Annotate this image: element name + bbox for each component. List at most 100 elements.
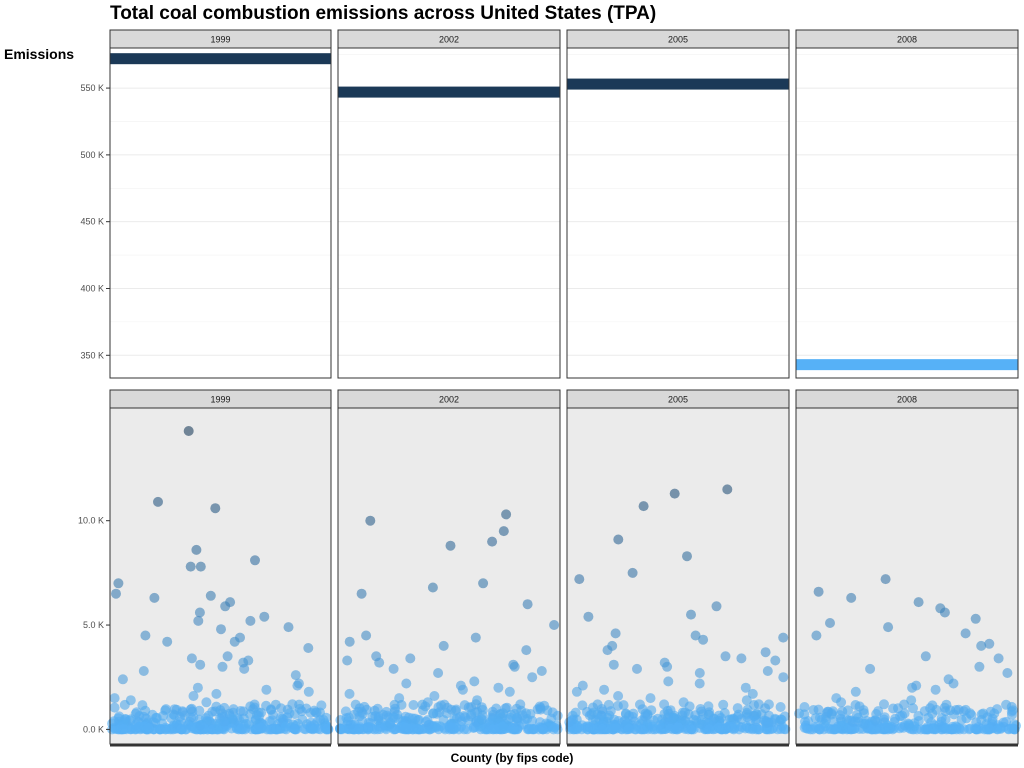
point xyxy=(493,682,504,693)
point xyxy=(836,697,847,708)
point xyxy=(761,717,772,728)
point xyxy=(722,484,733,495)
facet-label-bottom-2008: 2008 xyxy=(897,395,917,405)
point xyxy=(623,724,634,735)
point xyxy=(264,716,275,727)
point xyxy=(763,699,774,710)
point xyxy=(166,713,177,724)
point xyxy=(895,711,906,722)
point xyxy=(883,622,894,633)
point xyxy=(939,607,950,618)
point xyxy=(109,702,120,713)
point xyxy=(564,717,575,728)
point xyxy=(421,716,431,727)
point xyxy=(477,714,488,725)
panel-background-bottom-2002 xyxy=(338,408,560,744)
facet-label-top-2005: 2005 xyxy=(668,35,688,45)
point xyxy=(261,684,272,695)
point xyxy=(188,691,199,701)
facet-label-top-1999: 1999 xyxy=(210,35,230,45)
point xyxy=(361,630,372,641)
point xyxy=(976,640,987,651)
point xyxy=(1001,699,1012,710)
facet-label-top-2002: 2002 xyxy=(439,35,459,45)
y-tick-label-bottom: 10.0 K xyxy=(78,516,104,526)
point xyxy=(289,709,300,719)
point xyxy=(160,705,171,716)
point xyxy=(471,699,481,710)
point xyxy=(778,632,789,643)
point xyxy=(222,651,233,662)
point xyxy=(219,702,230,713)
point xyxy=(160,722,171,733)
point xyxy=(431,720,442,731)
point xyxy=(243,718,254,729)
point xyxy=(171,704,182,715)
point xyxy=(388,663,399,674)
point xyxy=(518,719,529,730)
point xyxy=(920,651,931,662)
point xyxy=(770,655,781,666)
point xyxy=(239,663,250,674)
point xyxy=(459,724,470,735)
point xyxy=(640,711,651,722)
point xyxy=(613,691,624,701)
point xyxy=(365,515,376,526)
point xyxy=(427,582,438,593)
point xyxy=(445,540,456,551)
point xyxy=(974,661,985,672)
point xyxy=(713,710,724,721)
point xyxy=(669,488,680,499)
bar-1999 xyxy=(110,53,331,65)
point xyxy=(874,724,885,735)
point xyxy=(373,711,384,722)
point xyxy=(1006,709,1017,720)
point xyxy=(919,724,930,735)
point xyxy=(501,509,512,520)
point xyxy=(390,703,400,714)
point xyxy=(745,715,756,726)
point xyxy=(290,670,301,681)
point xyxy=(491,703,502,714)
point xyxy=(879,699,889,710)
point xyxy=(428,708,439,719)
point xyxy=(549,620,560,630)
point xyxy=(191,544,202,555)
point xyxy=(542,705,553,716)
point xyxy=(747,688,758,699)
point xyxy=(508,722,519,733)
point xyxy=(192,682,203,693)
scatter-series-2002 xyxy=(335,509,563,735)
point xyxy=(344,636,355,647)
point xyxy=(527,672,538,683)
point xyxy=(466,711,476,722)
point xyxy=(211,688,222,699)
point xyxy=(627,567,638,578)
point xyxy=(548,724,559,735)
point xyxy=(303,643,314,653)
point xyxy=(201,697,212,708)
point xyxy=(813,586,824,597)
point xyxy=(888,703,899,714)
point xyxy=(853,712,864,723)
point xyxy=(153,496,163,507)
point xyxy=(1006,723,1017,734)
point xyxy=(741,695,752,706)
point xyxy=(356,588,367,599)
point xyxy=(297,714,308,725)
point xyxy=(143,723,154,733)
point xyxy=(149,592,160,603)
point xyxy=(982,724,992,735)
point xyxy=(953,704,964,715)
point xyxy=(385,719,396,729)
point xyxy=(342,716,353,727)
point xyxy=(454,712,465,723)
point xyxy=(193,615,204,626)
point xyxy=(308,723,319,734)
point xyxy=(976,709,987,720)
point xyxy=(683,709,694,720)
y-tick-label-top: 550 K xyxy=(80,83,104,93)
point xyxy=(125,695,136,706)
point xyxy=(718,699,729,710)
point xyxy=(726,723,737,734)
